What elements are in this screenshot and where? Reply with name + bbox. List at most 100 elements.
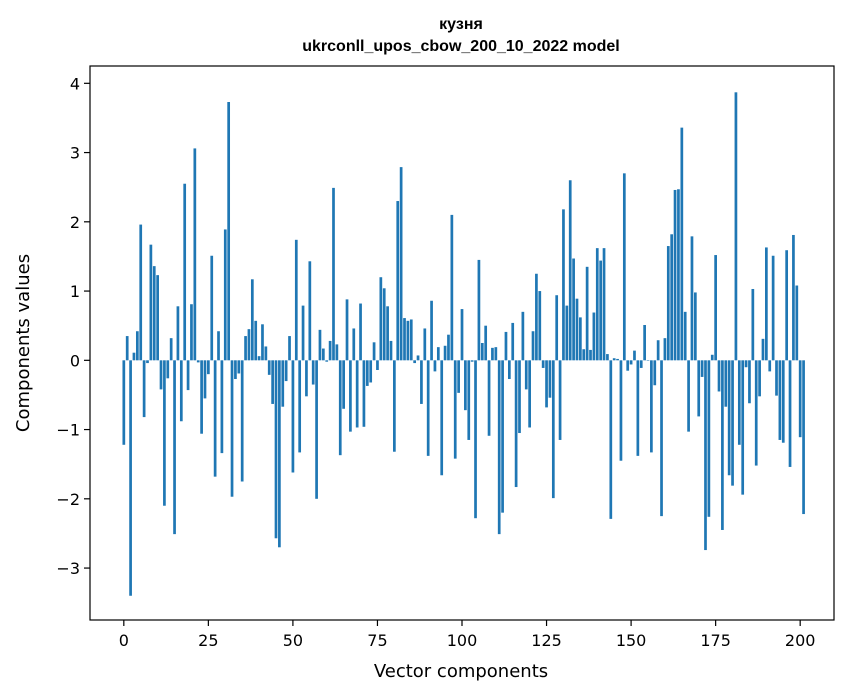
bar-157 xyxy=(653,360,657,386)
bar-19 xyxy=(186,360,190,391)
bar-141 xyxy=(599,260,603,361)
bar-104 xyxy=(474,360,477,519)
y-axis-label: Components values xyxy=(13,254,34,432)
bar-36 xyxy=(244,336,247,361)
bar-98 xyxy=(453,360,457,459)
bar-8 xyxy=(149,244,153,361)
bar-4 xyxy=(135,331,139,361)
bar-84 xyxy=(406,320,410,361)
bar-133 xyxy=(572,258,575,361)
bar-108 xyxy=(487,360,491,436)
bar-17 xyxy=(179,360,183,422)
bar-48 xyxy=(284,360,288,382)
bar-174 xyxy=(710,354,714,361)
bar-91 xyxy=(430,300,433,361)
bar-197 xyxy=(788,360,792,467)
bar-77 xyxy=(382,288,386,361)
bar-128 xyxy=(555,295,559,361)
bar-124 xyxy=(541,360,545,368)
bar-136 xyxy=(582,349,586,361)
bar-167 xyxy=(687,360,690,432)
bar-0 xyxy=(122,360,126,445)
bars-group xyxy=(122,92,805,596)
bar-66 xyxy=(345,299,349,361)
bar-15 xyxy=(173,360,176,535)
bar-117 xyxy=(518,360,521,434)
bar-54 xyxy=(305,360,308,397)
bar-163 xyxy=(673,189,677,361)
bar-142 xyxy=(602,248,606,361)
x-tick-label-75: 75 xyxy=(367,631,387,650)
bar-160 xyxy=(663,338,667,361)
bar-115 xyxy=(511,322,515,361)
bar-39 xyxy=(254,320,258,361)
bar-43 xyxy=(267,360,271,375)
bar-50 xyxy=(291,360,295,473)
bar-114 xyxy=(507,360,511,380)
bar-24 xyxy=(203,360,207,399)
bar-121 xyxy=(531,331,535,361)
bar-56 xyxy=(311,360,315,385)
x-tick-label-200: 200 xyxy=(785,631,816,650)
bar-177 xyxy=(721,360,724,530)
bar-105 xyxy=(477,259,481,361)
bar-11 xyxy=(159,360,163,390)
bar-129 xyxy=(558,360,562,440)
bar-170 xyxy=(697,360,701,417)
bar-64 xyxy=(338,360,342,456)
bar-42 xyxy=(264,346,268,361)
bar-69 xyxy=(355,360,359,428)
bar-31 xyxy=(227,102,231,361)
bar-80 xyxy=(393,360,396,452)
bar-132 xyxy=(568,180,572,361)
bar-171 xyxy=(700,360,704,377)
bar-102 xyxy=(467,360,471,440)
bar-149 xyxy=(626,360,630,371)
bar-187 xyxy=(754,360,758,466)
bar-75 xyxy=(376,360,379,370)
bar-173 xyxy=(707,360,711,517)
bar-30 xyxy=(223,229,227,361)
y-tick-label-4: 4 xyxy=(70,74,80,93)
bar-139 xyxy=(592,312,596,361)
bar-189 xyxy=(761,338,765,361)
bar-193 xyxy=(775,360,778,396)
bar-88 xyxy=(420,360,423,404)
bar-168 xyxy=(690,236,694,361)
bar-155 xyxy=(646,360,650,361)
bar-140 xyxy=(595,248,599,361)
bar-26 xyxy=(210,255,214,361)
bar-33 xyxy=(234,360,237,380)
bar-147 xyxy=(619,360,623,461)
bar-118 xyxy=(521,311,525,361)
bar-125 xyxy=(545,360,548,408)
bar-90 xyxy=(426,360,430,456)
bar-61 xyxy=(328,340,332,361)
bar-78 xyxy=(386,306,389,361)
x-tick-label-25: 25 xyxy=(198,631,218,650)
bar-172 xyxy=(704,360,707,551)
bar-68 xyxy=(352,328,356,361)
bar-72 xyxy=(365,360,369,386)
bar-79 xyxy=(389,340,393,361)
bar-83 xyxy=(403,318,406,361)
bar-60 xyxy=(325,360,329,362)
x-axis-ticks: 0 25 50 75 100 125 150 175 200 xyxy=(119,620,816,650)
y-tick-label-0: 0 xyxy=(70,351,80,370)
bar-145 xyxy=(612,358,616,361)
y-tick-label-1: 1 xyxy=(70,282,80,301)
bar-6 xyxy=(142,360,146,418)
bar-7 xyxy=(146,360,149,364)
bar-148 xyxy=(622,173,626,361)
bar-131 xyxy=(565,305,569,361)
x-tick-label-125: 125 xyxy=(531,631,562,650)
bar-134 xyxy=(575,298,579,361)
bar-52 xyxy=(298,360,302,453)
bar-194 xyxy=(778,360,782,440)
bar-16 xyxy=(176,306,180,361)
bar-116 xyxy=(514,360,518,488)
bar-14 xyxy=(169,338,173,361)
bar-12 xyxy=(163,360,166,506)
bar-184 xyxy=(744,360,748,368)
